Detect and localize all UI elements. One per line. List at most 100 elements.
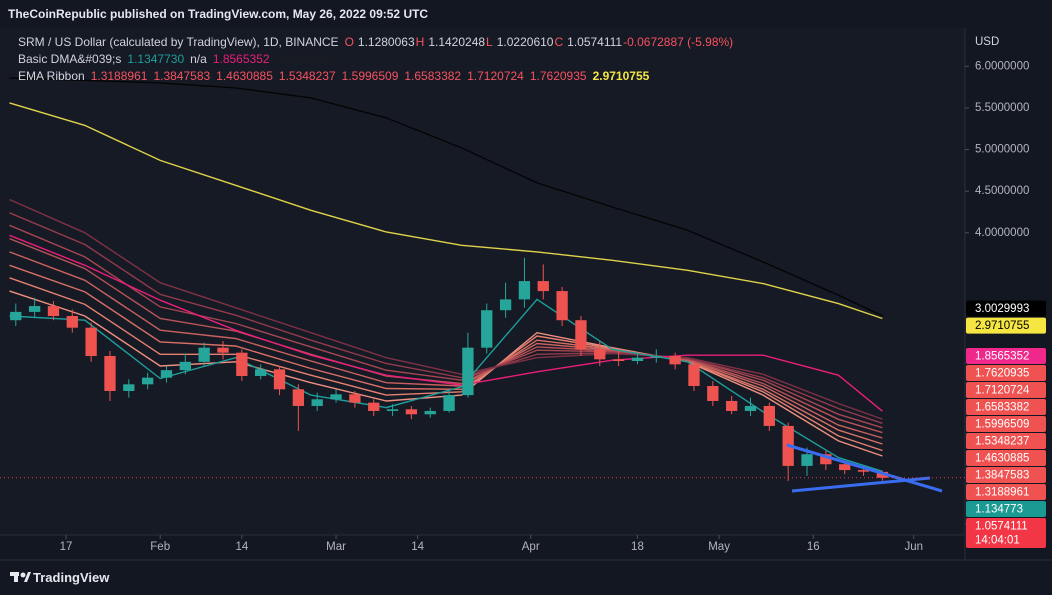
indicator-lines <box>9 77 883 472</box>
candle-body <box>141 377 154 385</box>
candle-body <box>123 384 135 391</box>
candle-body <box>594 349 606 360</box>
candle-body <box>443 395 455 411</box>
x-tick-label: Jun <box>904 541 923 553</box>
legend-item: 1.8565352 <box>212 52 270 66</box>
candle-body <box>386 409 399 411</box>
candle-body <box>820 454 832 465</box>
x-tick-label: Feb <box>150 541 170 553</box>
candle-body <box>518 281 531 300</box>
legend-item: SRM / US Dollar (calculated by TradingVi… <box>18 35 339 49</box>
price-label-bg <box>966 501 1046 518</box>
candle-body <box>556 291 568 321</box>
legend-item: 1.1420248 <box>428 35 486 49</box>
price-label-bg <box>966 317 1046 334</box>
price-label-bg <box>966 382 1046 399</box>
candle-body <box>349 394 361 403</box>
indicator-line <box>9 277 883 452</box>
candle-body <box>688 364 700 386</box>
price-label: 2.9710755 <box>975 320 1029 332</box>
indicator-line <box>9 237 883 434</box>
price-label-bg <box>966 416 1046 433</box>
candle-body <box>631 357 644 362</box>
legend-item: 1.7620935 <box>529 69 587 83</box>
indicator-line <box>9 212 883 424</box>
candle-body <box>669 356 681 365</box>
price-label-bg <box>966 467 1046 484</box>
axes: 6.0000000 5.5000000 5.0000000 4.5000000 4.00… <box>0 60 1046 553</box>
legend-item: 1.0220610 <box>496 35 554 49</box>
candle-body <box>405 409 418 415</box>
legend-item: EMA Ribbon <box>18 69 85 83</box>
price-label-bg <box>966 300 1046 317</box>
x-tick-label: 14 <box>411 541 424 553</box>
candle-body <box>481 310 493 348</box>
legend-item: 1.6583382 <box>404 69 462 83</box>
legend-item: C <box>554 35 564 49</box>
candle-body <box>198 347 210 362</box>
candle-body <box>537 281 549 292</box>
logo-part <box>20 572 26 578</box>
candle-body <box>66 316 78 328</box>
legend-item: 1.3188961 <box>90 69 148 83</box>
legend-item: 1.5996509 <box>341 69 399 83</box>
candle-body <box>160 370 173 378</box>
price-label-bg <box>966 484 1046 501</box>
y-tick-label: 6.0000000 <box>975 60 1029 72</box>
indicator-line <box>9 264 883 445</box>
legend-item: H <box>415 35 425 49</box>
legend-item: O <box>344 35 354 49</box>
candle-body <box>575 320 587 350</box>
x-tick-label: 18 <box>631 541 644 553</box>
trend-line <box>786 443 943 493</box>
footer-brand: TradingView <box>33 570 110 585</box>
price-label: 1.5996509 <box>975 419 1029 431</box>
legend-item: 1.7120724 <box>467 69 524 83</box>
indicator-line <box>9 298 883 472</box>
candle-body <box>857 470 870 472</box>
price-label-bg <box>966 399 1046 416</box>
price-label: 1.0574111 <box>975 521 1028 533</box>
legend-item: 1.1347730 <box>127 52 185 66</box>
price-label: 1.4630885 <box>975 453 1029 465</box>
logo <box>10 572 31 582</box>
legend-item: 1.5348237 <box>278 69 336 83</box>
trend-line <box>791 476 931 493</box>
price-label-bg <box>966 365 1046 382</box>
legend-symbol: SRM / US Dollar (calculated by TradingVi… <box>18 35 737 49</box>
price-label-bg <box>966 433 1046 450</box>
price-label: 1.8565352 <box>975 351 1029 363</box>
x-tick-label: Mar <box>326 541 346 553</box>
logo-part <box>24 572 31 582</box>
price-label: 1.3847583 <box>975 470 1029 482</box>
candle-body <box>726 400 738 411</box>
candle-body <box>650 356 662 358</box>
candle-body <box>707 385 719 401</box>
x-tick-label: May <box>708 541 730 553</box>
indicator-line <box>9 224 883 429</box>
candle-body <box>10 311 22 321</box>
legend-item: L <box>486 35 493 49</box>
legend-item: 2.9710755 <box>592 69 650 83</box>
y-tick-label: 4.5000000 <box>975 185 1029 197</box>
candle-body <box>368 402 380 411</box>
price-label-bg <box>966 450 1046 467</box>
price-label: 1.7120724 <box>975 385 1030 397</box>
indicator-line <box>9 234 883 412</box>
candle-body <box>763 405 775 426</box>
candle-body <box>236 352 248 376</box>
candle-body <box>217 347 229 353</box>
header: TheCoinRepublic published on TradingView… <box>8 7 429 21</box>
legend-item: 1.1280063 <box>357 35 415 49</box>
x-tick-label: 14 <box>235 541 248 553</box>
legend-item: Basic DMA&#039;s <box>18 52 122 66</box>
price-label: 1.3188961 <box>975 487 1029 499</box>
legend-item: 1.4630885 <box>216 69 273 83</box>
indicator-line <box>9 102 883 320</box>
price-label-bg <box>966 518 1046 549</box>
legend-item: n/a <box>190 52 207 66</box>
price-label: 1.134773 <box>975 504 1023 516</box>
candle-body <box>744 405 757 411</box>
legend-ema: EMA Ribbon 1.3188961 1.3847583 1.4630885 1.5… <box>18 69 655 83</box>
